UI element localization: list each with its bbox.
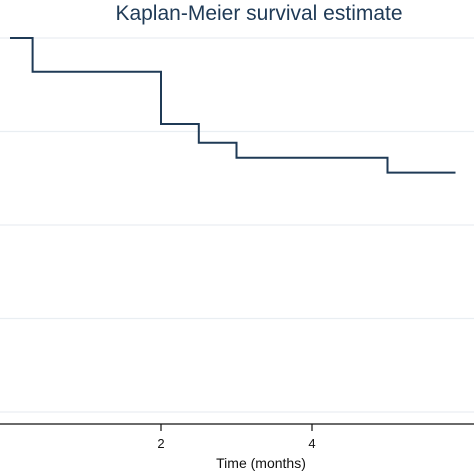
grid-lines [0,37,474,413]
x-axis-label: Time (months) [216,455,306,471]
x-tick-label-4: 4 [308,436,315,451]
chart-title: Kaplan-Meier survival estimate [115,2,402,25]
survival-curves [10,37,456,174]
x-tick-label-2: 2 [157,436,164,451]
survival-curve-0 [10,37,456,174]
